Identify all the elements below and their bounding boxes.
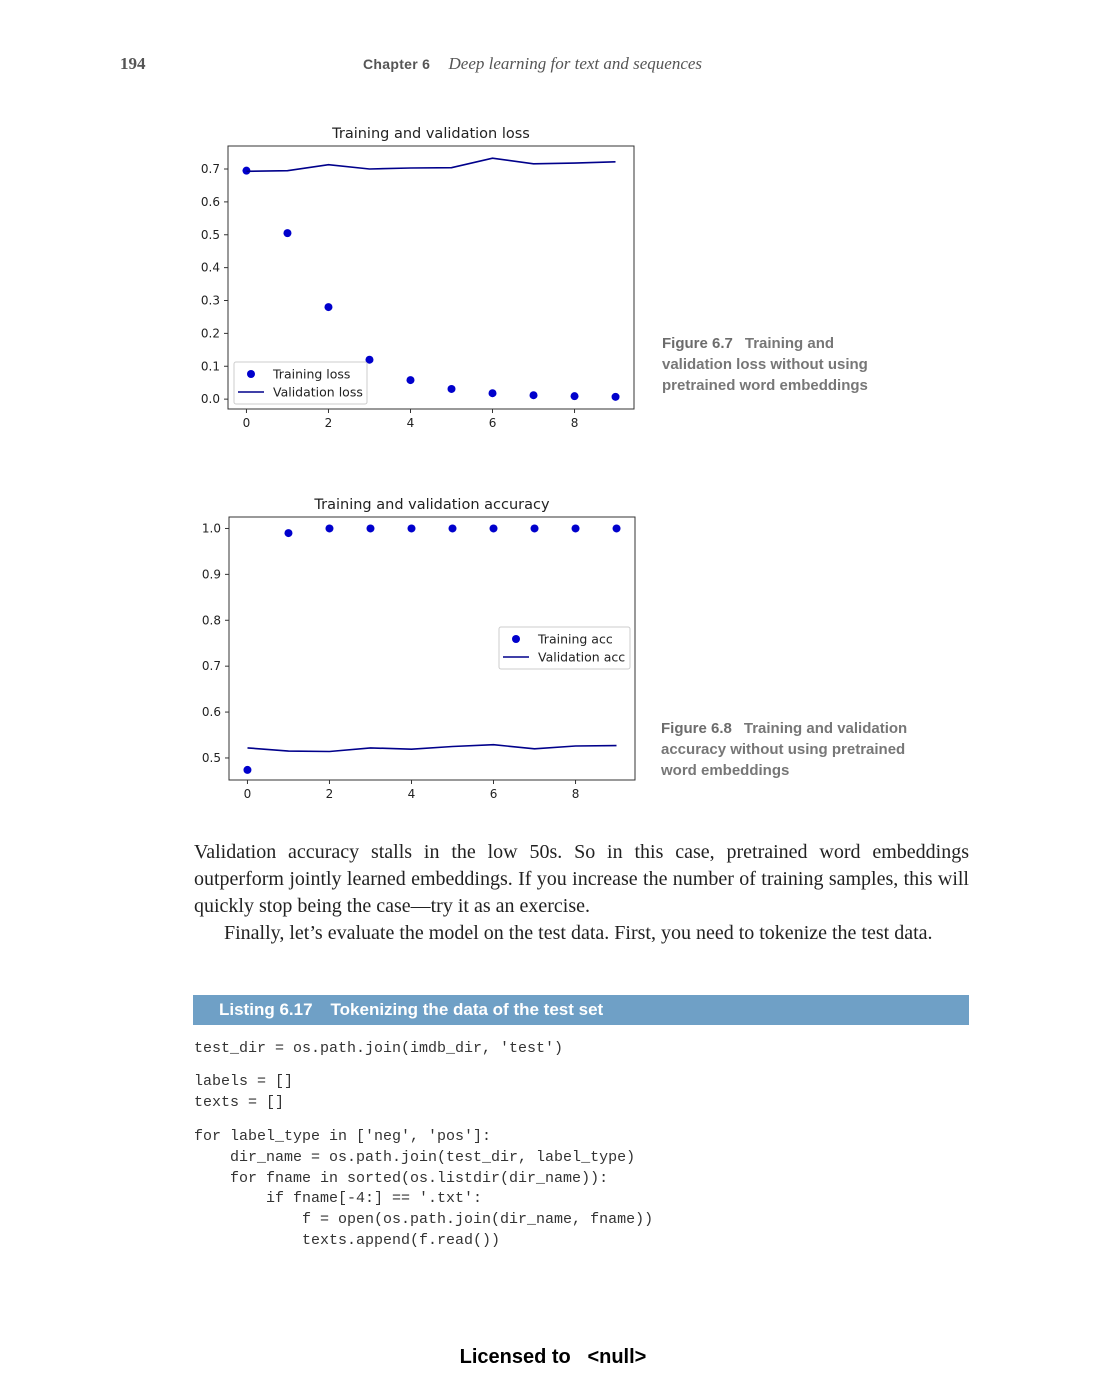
x-tick-label: 6 — [489, 416, 497, 430]
legend-point-swatch — [247, 370, 255, 378]
data-point — [243, 765, 252, 774]
data-point — [530, 524, 539, 533]
y-tick-label: 1.0 — [202, 521, 221, 535]
series-line-validation-loss — [246, 157, 616, 173]
figure-6-7-caption: Figure 6.7 Training and validation loss w… — [662, 333, 902, 396]
legend-box — [498, 626, 631, 670]
legend: Training loss Validation loss — [233, 361, 368, 405]
legend-label: Validation acc — [538, 650, 625, 665]
data-point — [611, 392, 620, 401]
paragraph-evaluate-model: Finally, let’s evaluate the model on the… — [224, 922, 933, 944]
data-point — [242, 166, 251, 175]
data-point — [448, 524, 457, 533]
figure-6-8-text: Training and validation accuracy without… — [661, 720, 908, 779]
legend-point-swatch — [512, 635, 520, 643]
legend-label: Validation loss — [273, 385, 363, 400]
y-tick-label: 0.2 — [201, 326, 220, 340]
x-tick-label: 2 — [326, 787, 334, 801]
license-footer: Licensed to <null> — [459, 1346, 647, 1368]
chapter-title: Deep learning for text and sequences — [448, 54, 703, 73]
data-point — [570, 392, 579, 401]
y-tick-label: 0.7 — [202, 659, 221, 673]
y-tick-label: 0.1 — [201, 359, 220, 373]
chart-title: Training and validation accuracy — [313, 497, 550, 513]
figure-6-7-number: Figure 6.7 — [662, 335, 733, 352]
figure-6-7-text: Training and validation loss without usi… — [662, 335, 868, 394]
data-point — [489, 524, 498, 533]
legend-label: Training acc — [537, 632, 613, 647]
x-tick-label: 0 — [244, 787, 252, 801]
series-line-validation-acc — [247, 743, 617, 753]
chart-title: Training and validation loss — [331, 126, 530, 142]
data-point — [325, 524, 334, 533]
y-tick-label: 0.5 — [201, 228, 220, 242]
page-number: 194 — [120, 54, 146, 73]
plot-frame — [228, 516, 636, 781]
data-point — [447, 384, 456, 393]
listing-header: Listing 6.17 Tokenizing the data of the t… — [193, 995, 969, 1025]
x-tick-label: 6 — [490, 787, 498, 801]
data-point — [284, 529, 293, 538]
figure-charts: Training and validation loss 0.0 0.1 0.2 0.3… — [201, 126, 636, 801]
running-head: Chapter 6 Deep learning for text and seq… — [363, 54, 702, 74]
legend-box — [233, 361, 368, 405]
figure-6-8-caption: Figure 6.8 Training and validation accura… — [661, 718, 941, 781]
y-tick-label: 0.4 — [201, 261, 220, 275]
legend-label: Training loss — [272, 367, 350, 382]
code-block-read-loop: for label_type in ['neg', 'pos']: dir_na… — [194, 1128, 654, 1249]
x-tick-label: 4 — [408, 787, 416, 801]
chapter-label: Chapter 6 — [363, 56, 431, 72]
paragraph-validation-accuracy: Validation accuracy stalls in the low 50… — [194, 841, 969, 917]
data-point — [324, 303, 333, 312]
data-point — [529, 391, 538, 400]
legend: Training acc Validation acc — [498, 626, 631, 670]
y-tick-label: 0.8 — [202, 613, 221, 627]
x-tick-label: 2 — [325, 416, 333, 430]
code-block-test-dir: test_dir = os.path.join(imdb_dir, 'test'… — [194, 1040, 564, 1057]
y-tick-label: 0.6 — [202, 705, 221, 719]
x-tick-label: 8 — [572, 787, 580, 801]
data-point — [488, 389, 497, 398]
data-point — [612, 524, 621, 533]
x-tick-label: 8 — [571, 416, 579, 430]
plot-frame — [227, 145, 635, 410]
x-tick-label: 4 — [407, 416, 415, 430]
listing-title: Tokenizing the data of the test set — [330, 1000, 604, 1019]
data-point — [365, 355, 374, 364]
chart-1: Training and validation loss 0.0 0.1 0.2 0.3… — [201, 126, 635, 430]
x-tick-label: 0 — [243, 416, 251, 430]
body-text: Validation accuracy stalls in the low 50… — [194, 839, 969, 947]
chart-2: Training and validation accuracy 0.5 0.6 0.… — [202, 497, 636, 801]
data-point — [366, 524, 375, 533]
y-tick-label: 0.9 — [202, 567, 221, 581]
data-point — [571, 524, 580, 533]
y-tick-label: 0.3 — [201, 294, 220, 308]
y-tick-label: 0.5 — [202, 751, 221, 765]
listing-number: Listing 6.17 — [219, 1000, 313, 1019]
y-tick-label: 0.7 — [201, 162, 220, 176]
figure-6-8-number: Figure 6.8 — [661, 720, 732, 737]
data-point — [407, 524, 416, 533]
y-tick-label: 0.0 — [201, 392, 220, 406]
code-block-init-lists: labels = [] texts = [] — [194, 1073, 294, 1111]
data-point — [406, 376, 415, 385]
data-point — [283, 229, 292, 238]
y-tick-label: 0.6 — [201, 195, 220, 209]
